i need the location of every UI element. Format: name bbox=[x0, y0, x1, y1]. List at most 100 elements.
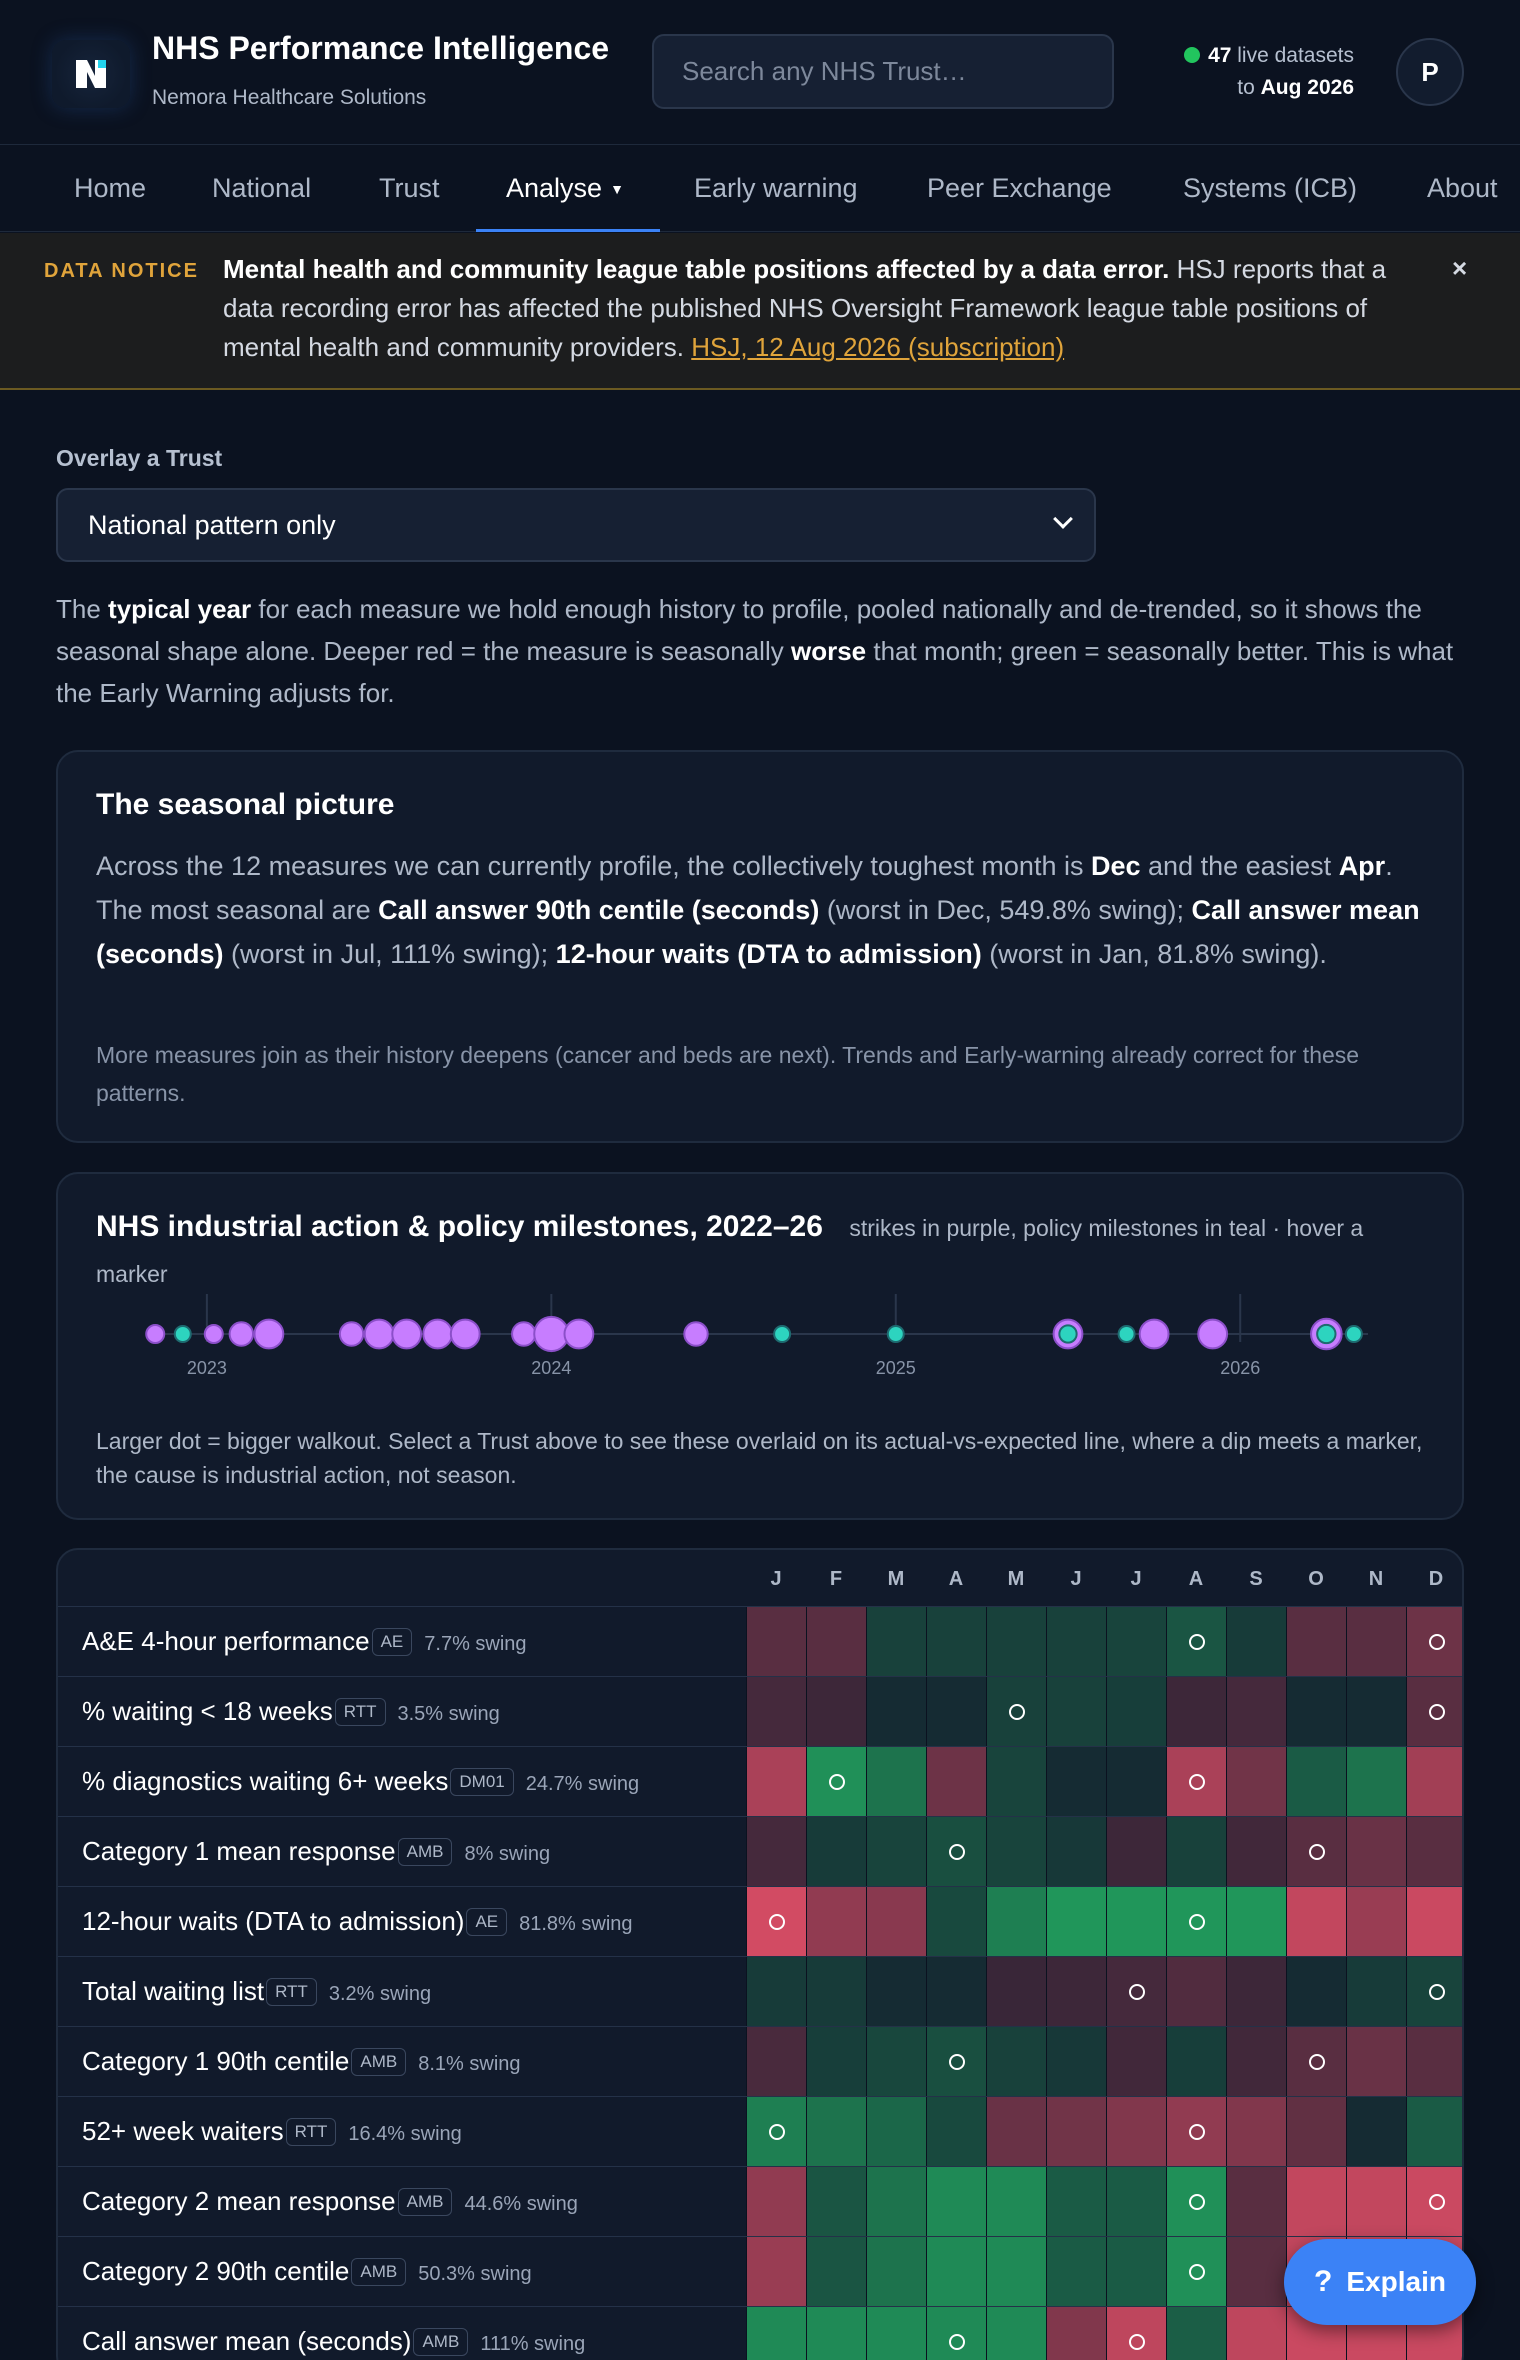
heatmap-cell[interactable] bbox=[1286, 1887, 1346, 1957]
strike-marker[interactable] bbox=[363, 1318, 395, 1350]
heatmap-cell[interactable] bbox=[1406, 1677, 1462, 1747]
heatmap-cell[interactable] bbox=[1046, 2097, 1106, 2167]
strike-marker[interactable] bbox=[511, 1321, 537, 1347]
heatmap-cell[interactable] bbox=[1286, 2027, 1346, 2097]
heatmap-cell[interactable] bbox=[1226, 2027, 1286, 2097]
heatmap-cell[interactable] bbox=[1166, 1817, 1226, 1887]
heatmap-cell[interactable] bbox=[866, 2307, 926, 2360]
nav-systems-icb[interactable]: Systems (ICB) bbox=[1183, 173, 1358, 203]
heatmap-cell[interactable] bbox=[1286, 1677, 1346, 1747]
strike-marker[interactable] bbox=[533, 1315, 570, 1353]
heatmap-cell[interactable] bbox=[1286, 2167, 1346, 2237]
strike-marker[interactable] bbox=[203, 1324, 224, 1344]
heatmap-cell[interactable] bbox=[1106, 1607, 1166, 1677]
nav-peer-exchange[interactable]: Peer Exchange bbox=[927, 173, 1112, 203]
heatmap-cell[interactable] bbox=[806, 2167, 866, 2237]
heatmap-row[interactable]: Call answer mean (seconds) AMB 111% swing bbox=[58, 2306, 1462, 2360]
policy-marker[interactable] bbox=[173, 1325, 192, 1343]
heatmap-cell[interactable] bbox=[1046, 2307, 1106, 2360]
heatmap-cell[interactable] bbox=[1286, 1817, 1346, 1887]
heatmap-cell[interactable] bbox=[806, 2097, 866, 2167]
heatmap-cell[interactable] bbox=[746, 2167, 806, 2237]
heatmap-cell[interactable] bbox=[1166, 1957, 1226, 2027]
heatmap-cell[interactable] bbox=[866, 1817, 926, 1887]
heatmap-cell[interactable] bbox=[986, 1747, 1046, 1817]
heatmap-cell[interactable] bbox=[1046, 1957, 1106, 2027]
heatmap-cell[interactable] bbox=[1166, 2237, 1226, 2307]
heatmap-cell[interactable] bbox=[1286, 1747, 1346, 1817]
heatmap-cell[interactable] bbox=[1226, 1747, 1286, 1817]
heatmap-cell[interactable] bbox=[1346, 2167, 1406, 2237]
strike-marker[interactable] bbox=[391, 1318, 423, 1350]
heatmap-cell[interactable] bbox=[1046, 2237, 1106, 2307]
heatmap-cell[interactable] bbox=[1046, 1747, 1106, 1817]
heatmap-cell[interactable] bbox=[1046, 1817, 1106, 1887]
heatmap-cell[interactable] bbox=[1346, 1887, 1406, 1957]
heatmap-cell[interactable] bbox=[866, 2167, 926, 2237]
heatmap-cell[interactable] bbox=[1166, 2167, 1226, 2237]
heatmap-cell[interactable] bbox=[986, 2097, 1046, 2167]
heatmap-cell[interactable] bbox=[1046, 1887, 1106, 1957]
heatmap-cell[interactable] bbox=[1226, 1677, 1286, 1747]
heatmap-cell[interactable] bbox=[1286, 1957, 1346, 2027]
heatmap-cell[interactable] bbox=[806, 2027, 866, 2097]
trust-search-input[interactable] bbox=[652, 34, 1114, 109]
heatmap-cell[interactable] bbox=[746, 1677, 806, 1747]
app-logo[interactable] bbox=[52, 40, 130, 108]
heatmap-cell[interactable] bbox=[1346, 1747, 1406, 1817]
heatmap-cell[interactable] bbox=[746, 1887, 806, 1957]
heatmap-cell[interactable] bbox=[1406, 2097, 1462, 2167]
nav-national[interactable]: National bbox=[212, 173, 312, 203]
heatmap-cell[interactable] bbox=[866, 2027, 926, 2097]
heatmap-cell[interactable] bbox=[1226, 1957, 1286, 2027]
heatmap-cell[interactable] bbox=[746, 1607, 806, 1677]
heatmap-cell[interactable] bbox=[986, 2237, 1046, 2307]
heatmap-cell[interactable] bbox=[746, 1957, 806, 2027]
heatmap-cell[interactable] bbox=[926, 1887, 986, 1957]
heatmap-cell[interactable] bbox=[1226, 1887, 1286, 1957]
heatmap-cell[interactable] bbox=[1166, 2027, 1226, 2097]
heatmap-cell[interactable] bbox=[1286, 2097, 1346, 2167]
heatmap-cell[interactable] bbox=[1166, 1607, 1226, 1677]
heatmap-cell[interactable] bbox=[1226, 1607, 1286, 1677]
data-notice-source-link[interactable]: HSJ, 12 Aug 2026 (subscription) bbox=[691, 332, 1065, 362]
heatmap-cell[interactable] bbox=[1226, 2097, 1286, 2167]
strike-marker[interactable] bbox=[683, 1321, 709, 1347]
heatmap-cell[interactable] bbox=[926, 1607, 986, 1677]
heatmap-cell[interactable] bbox=[1406, 1747, 1462, 1817]
heatmap-cell[interactable] bbox=[1106, 1957, 1166, 2027]
heatmap-row[interactable]: Category 2 mean response AMB 44.6% swing bbox=[58, 2166, 1462, 2237]
heatmap-cell[interactable] bbox=[986, 2307, 1046, 2360]
heatmap-cell[interactable] bbox=[1166, 1747, 1226, 1817]
heatmap-cell[interactable] bbox=[746, 1817, 806, 1887]
strike-marker[interactable] bbox=[338, 1321, 365, 1347]
heatmap-cell[interactable] bbox=[986, 2027, 1046, 2097]
heatmap-cell[interactable] bbox=[746, 2307, 806, 2360]
heatmap-row[interactable]: A&E 4-hour performance AE 7.7% swing bbox=[58, 1606, 1462, 1677]
user-avatar[interactable]: P bbox=[1396, 38, 1464, 106]
heatmap-cell[interactable] bbox=[1106, 1747, 1166, 1817]
overlay-trust-select[interactable]: National pattern only bbox=[56, 488, 1096, 562]
heatmap-cell[interactable] bbox=[806, 2237, 866, 2307]
policy-marker[interactable] bbox=[1344, 1325, 1363, 1343]
heatmap-cell[interactable] bbox=[806, 1747, 866, 1817]
strike-marker[interactable] bbox=[1138, 1318, 1170, 1350]
nav-home[interactable]: Home bbox=[74, 173, 147, 203]
heatmap-cell[interactable] bbox=[806, 1677, 866, 1747]
heatmap-cell[interactable] bbox=[1346, 1817, 1406, 1887]
heatmap-cell[interactable] bbox=[806, 1607, 866, 1677]
heatmap-cell[interactable] bbox=[1106, 1887, 1166, 1957]
heatmap-cell[interactable] bbox=[986, 1677, 1046, 1747]
strike-marker[interactable] bbox=[422, 1318, 454, 1350]
heatmap-cell[interactable] bbox=[926, 2307, 986, 2360]
heatmap-cell[interactable] bbox=[1346, 2097, 1406, 2167]
policy-marker[interactable] bbox=[1117, 1325, 1136, 1343]
heatmap-cell[interactable] bbox=[986, 1607, 1046, 1677]
heatmap-cell[interactable] bbox=[1106, 2097, 1166, 2167]
strike-marker[interactable] bbox=[1310, 1317, 1343, 1351]
close-icon[interactable]: × bbox=[1452, 253, 1468, 283]
heatmap-cell[interactable] bbox=[746, 2027, 806, 2097]
nav-trust[interactable]: Trust bbox=[379, 173, 440, 203]
heatmap-cell[interactable] bbox=[746, 1747, 806, 1817]
heatmap-cell[interactable] bbox=[1226, 2237, 1286, 2307]
